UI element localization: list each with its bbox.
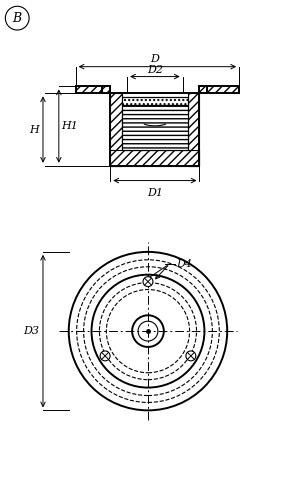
Circle shape (186, 351, 196, 361)
Bar (110, 94, 199, 166)
Circle shape (69, 252, 227, 410)
Bar (76, 86, 110, 94)
Bar (122, 97, 188, 150)
Text: D2: D2 (147, 65, 163, 74)
Text: D3: D3 (23, 326, 39, 336)
Text: D1: D1 (147, 188, 163, 197)
Bar (188, 94, 199, 166)
Circle shape (92, 275, 205, 387)
Text: B: B (13, 12, 22, 24)
Text: H: H (29, 125, 39, 134)
Bar (110, 94, 122, 166)
Bar (122, 97, 188, 105)
Bar (199, 86, 207, 94)
Text: D4: D4 (176, 259, 192, 269)
Bar (199, 86, 239, 94)
Circle shape (138, 321, 158, 341)
Circle shape (100, 351, 110, 361)
Bar (110, 150, 199, 166)
Circle shape (132, 315, 164, 347)
Circle shape (143, 276, 153, 287)
Text: D: D (150, 54, 159, 64)
Bar (102, 86, 110, 94)
Text: H1: H1 (61, 121, 78, 131)
Bar (122, 105, 188, 150)
